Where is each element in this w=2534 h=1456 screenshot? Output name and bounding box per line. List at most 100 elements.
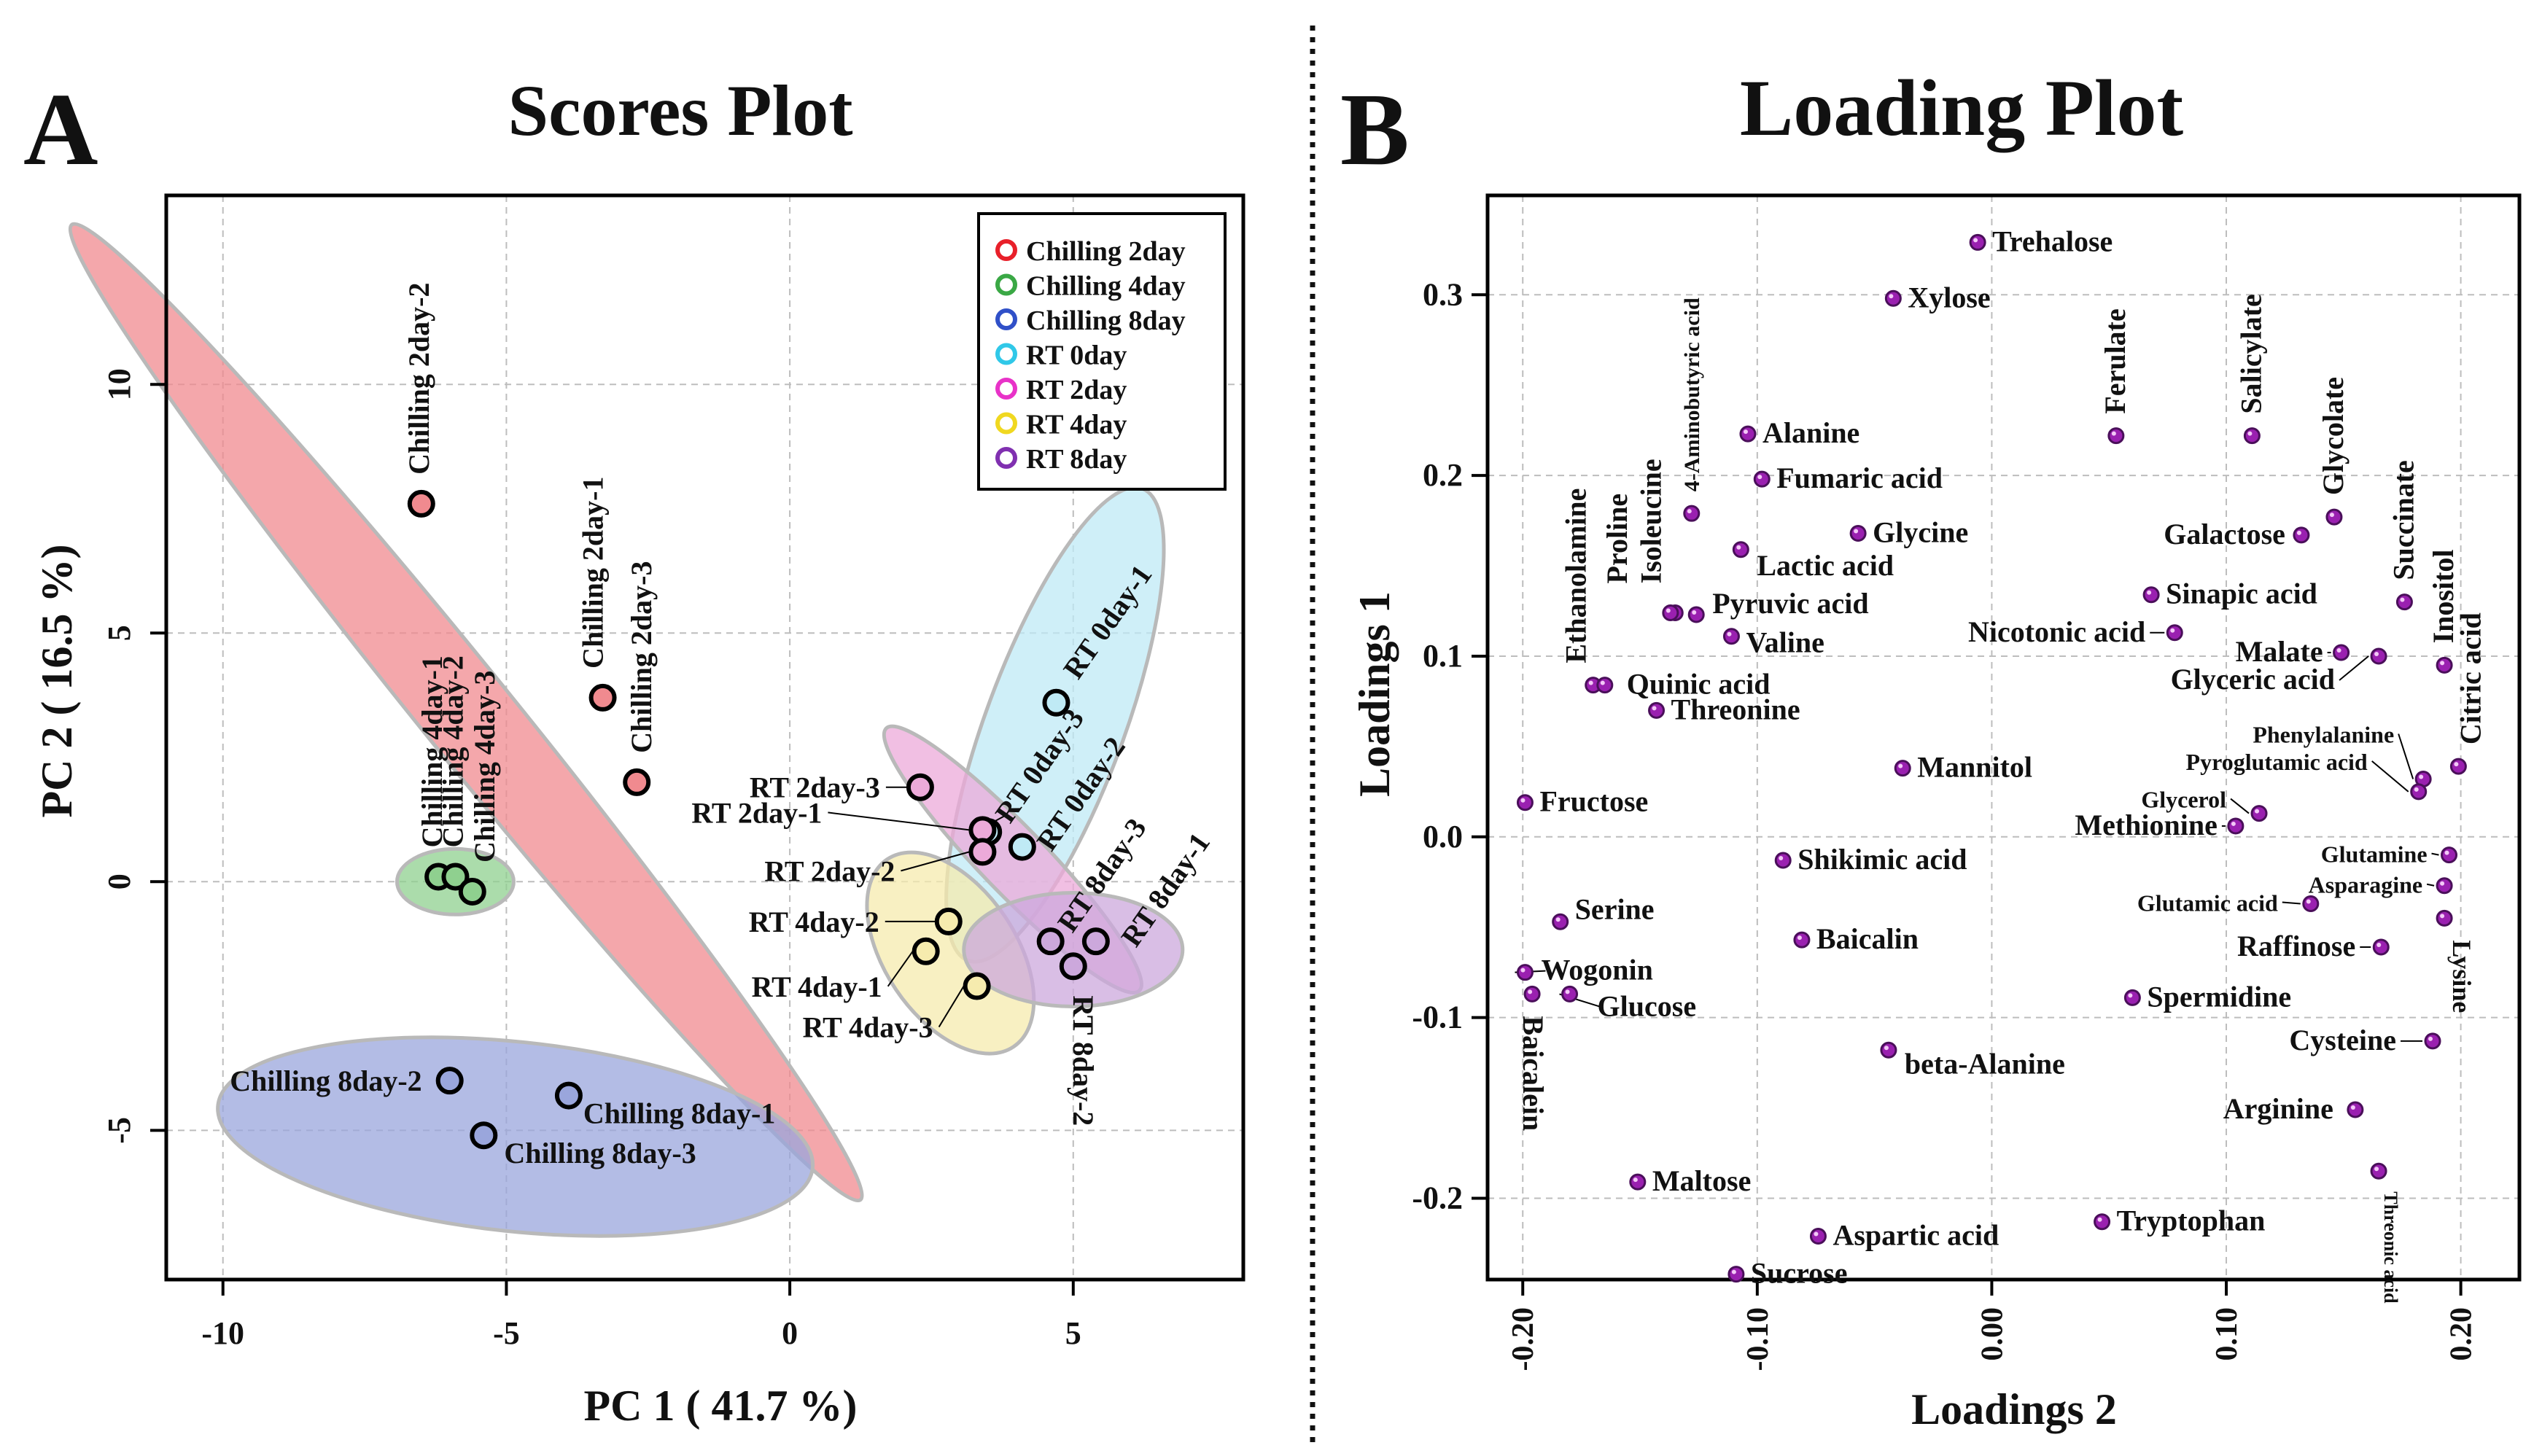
point-glutamine xyxy=(2441,846,2458,864)
point-label-wogonin: Wogonin xyxy=(1541,954,1652,986)
point-rt-4day-1 xyxy=(912,937,940,965)
legend-marker-rt-0day xyxy=(995,343,1017,365)
point-rt-2day-2 xyxy=(968,838,997,866)
point-citric-acid xyxy=(2449,758,2467,775)
point-label-tryptophan: Tryptophan xyxy=(2117,1204,2266,1237)
point-highlight xyxy=(2440,914,2445,919)
point-maltose xyxy=(1629,1173,1647,1191)
point-label-glycerol: Glycerol xyxy=(2141,787,2226,813)
point-highlight xyxy=(2454,762,2459,767)
point-label-lactic-acid: Lactic acid xyxy=(1757,549,1894,582)
point-asparagine xyxy=(2436,877,2453,895)
point-highlight xyxy=(2111,431,2116,436)
point-label-chilling-2day-2: Chilling 2day-2 xyxy=(403,283,435,475)
point-highlight xyxy=(2097,1217,2102,1222)
point-label-trehalose: Trehalose xyxy=(1992,225,2113,257)
legend-marker-rt-4day xyxy=(995,412,1017,435)
point-methionine xyxy=(2227,817,2245,835)
point-highlight xyxy=(2419,774,2424,779)
point-label-maltose: Maltose xyxy=(1652,1164,1752,1197)
loadings-ylabel: Loadings 1 xyxy=(1350,591,1399,797)
point-label-chilling-4day-3: Chilling 4day-3 xyxy=(468,671,501,863)
loadings-xlabel: Loadings 2 xyxy=(1911,1385,2117,1433)
y-tick-label: 5 xyxy=(101,625,137,641)
point-quinic-acid xyxy=(1596,677,1614,694)
point-label-citric-acid: Citric acid xyxy=(2454,612,2487,744)
point-highlight xyxy=(2336,648,2341,653)
x-tick-label: -0.10 xyxy=(1741,1307,1775,1371)
ellipse-chilling-2day xyxy=(68,222,864,1203)
leader-line xyxy=(901,851,970,872)
x-tick-label: 0.20 xyxy=(2445,1307,2479,1361)
point-spermidine xyxy=(2123,989,2141,1006)
point-baicalein xyxy=(1523,985,1541,1003)
point-arginine xyxy=(2347,1101,2364,1118)
point-glycerol xyxy=(2250,805,2268,822)
y-tick-label: -0.1 xyxy=(1412,1000,1463,1035)
point-highlight xyxy=(1779,856,1784,861)
point-label-chilling-2day-3: Chilling 2day-3 xyxy=(625,561,658,752)
point-highlight xyxy=(2306,899,2311,904)
point-label-valine: Valine xyxy=(1746,626,1824,659)
point-label-chilling-4day-2: Chilling 4day-2 xyxy=(436,655,469,847)
point-highlight xyxy=(2231,821,2236,826)
point-label-glycolate: Glycolate xyxy=(2317,377,2350,495)
legend-label-rt-2day: RT 2day xyxy=(1026,375,1127,405)
leader-line xyxy=(2371,760,2409,793)
y-tick-label: 0 xyxy=(101,873,137,889)
legend-label-chilling-4day: Chilling 4day xyxy=(1026,271,1186,302)
point-highlight xyxy=(1600,680,1605,685)
point-label-isoleucine: Isoleucine xyxy=(1634,459,1667,583)
loadings-frame xyxy=(1485,193,2522,1282)
point-label-pyruvic-acid: Pyruvic acid xyxy=(1712,587,1868,620)
point-label-rt-4day-2: RT 4day-2 xyxy=(749,906,879,938)
point-trehalose xyxy=(1969,233,1986,251)
point-valine xyxy=(1722,628,1740,645)
panel-b-letter: B xyxy=(1340,71,1410,187)
point-label-quinic-acid: Quinic acid xyxy=(1627,668,1771,701)
point-label-pyroglutamic-acid: Pyroglutamic acid xyxy=(2186,749,2368,775)
point-glycolate xyxy=(2325,508,2343,526)
legend-marker-chilling-8day xyxy=(995,308,1017,330)
scores-plot: -10 -5 0 5 -5 0 5 10 Chilling 2day-1 Chilling 2da… xyxy=(68,193,1245,1351)
point-chilling-2day-1 xyxy=(588,683,617,712)
point-label-inositol: Inositol xyxy=(2427,549,2460,643)
legend-box xyxy=(977,212,1227,491)
legend-marker-chilling-4day xyxy=(995,273,1017,296)
point-highlight xyxy=(1555,917,1561,922)
point-highlight xyxy=(2350,1105,2355,1110)
point-label-alanine: Alanine xyxy=(1762,416,1859,449)
point-highlight xyxy=(2414,787,2419,792)
point-mannitol xyxy=(1894,760,1911,777)
point-highlight xyxy=(2128,993,2133,998)
point-galactose xyxy=(2293,526,2310,544)
point-chilling-4day-3 xyxy=(458,877,486,906)
point-highlight xyxy=(2374,651,2379,656)
leader-line xyxy=(887,951,914,987)
point-label-chilling-2day-1: Chilling 2day-1 xyxy=(577,477,610,669)
point-cysteine xyxy=(2424,1032,2441,1050)
point-label-baicalin: Baicalin xyxy=(1816,922,1919,955)
point-highlight xyxy=(1565,989,1570,994)
point-sinapic-acid xyxy=(2142,586,2160,604)
x-tick-label: 0.10 xyxy=(2210,1307,2244,1361)
point-highlight xyxy=(1797,935,1802,941)
leader-line xyxy=(2398,733,2414,779)
point-label-ferulate: Ferulate xyxy=(2099,308,2131,413)
point-inositol xyxy=(2436,656,2453,674)
point-label-raffinose: Raffinose xyxy=(2237,930,2355,962)
point-highlight xyxy=(1743,429,1748,435)
point-label-aspartic-acid: Aspartic acid xyxy=(1833,1219,1999,1252)
legend-label-rt-8day: RT 8day xyxy=(1026,444,1127,475)
point-fructose xyxy=(1516,794,1534,811)
point-ferulate xyxy=(2107,427,2125,445)
point-label-phenylalanine: Phenylalanine xyxy=(2253,722,2394,748)
leader-line xyxy=(2339,655,2369,681)
point-label-chilling-4day-1: Chilling 4day-1 xyxy=(416,655,448,847)
point-rt-8day-2 xyxy=(1059,952,1087,981)
point-highlight xyxy=(1898,763,1903,768)
point-rt-4day-2 xyxy=(934,907,963,935)
point-highlight xyxy=(2400,597,2405,602)
point-highlight xyxy=(1757,475,1762,480)
point-highlight xyxy=(1520,968,1526,973)
